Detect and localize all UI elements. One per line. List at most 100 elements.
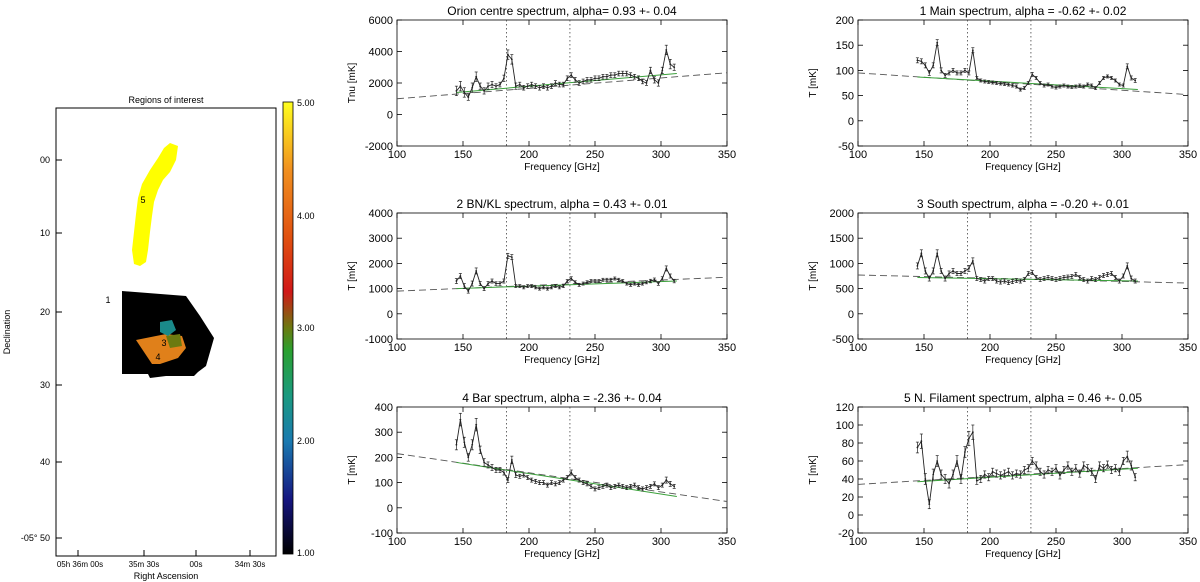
y-tick-label: 200 — [836, 15, 854, 27]
data-point — [1082, 278, 1085, 281]
x-tick-label: 250 — [586, 342, 604, 354]
data-point — [673, 280, 676, 282]
panel-title: 1 Main spectrum, alpha = -0.62 +- 0.02 — [920, 4, 1127, 18]
data-point — [916, 265, 919, 267]
data-point — [1027, 272, 1030, 275]
data-point — [586, 281, 588, 284]
data-point — [669, 63, 672, 65]
data-point — [1035, 77, 1038, 79]
data-point — [1106, 75, 1109, 78]
y-tick-label: 1000 — [369, 284, 393, 296]
data-point — [609, 74, 612, 77]
data-point — [1114, 79, 1117, 82]
data-point — [499, 469, 501, 471]
data-point — [546, 484, 549, 487]
data-point — [1074, 85, 1077, 88]
data-point — [506, 479, 509, 481]
data-point — [621, 485, 624, 488]
x-tick-label: 100 — [388, 149, 406, 161]
data-point — [928, 503, 931, 506]
data-point — [967, 72, 970, 74]
panel-title: 3 South spectrum, alpha = -0.20 +- 0.01 — [917, 197, 1129, 211]
data-point — [987, 81, 990, 83]
data-point — [971, 431, 974, 434]
data-point — [983, 280, 986, 282]
data-point — [483, 89, 486, 92]
data-point — [1059, 277, 1061, 280]
data-point — [948, 72, 950, 74]
data-point — [455, 89, 458, 92]
data-point — [605, 484, 608, 487]
data-point — [510, 256, 513, 258]
x-tick-label: 200 — [981, 342, 999, 354]
data-point — [924, 478, 927, 480]
data-point — [661, 69, 664, 72]
data-point — [566, 476, 569, 479]
data-point — [479, 448, 482, 451]
data-point — [1007, 470, 1010, 473]
y-tick-label: 80 — [842, 438, 854, 450]
data-point — [558, 83, 561, 86]
y-tick-label: -2000 — [365, 141, 393, 153]
data-point — [641, 282, 644, 285]
data-point — [1078, 472, 1081, 475]
data-point — [1063, 469, 1065, 471]
data-point — [514, 285, 517, 287]
data-point — [999, 474, 1002, 477]
data-point — [586, 78, 588, 81]
data-point — [613, 74, 616, 77]
data-point — [518, 285, 521, 287]
data-point — [1086, 467, 1089, 470]
data-point — [1011, 280, 1014, 283]
data-point — [1055, 86, 1057, 89]
data-point — [1007, 83, 1010, 86]
data-point — [1051, 277, 1053, 280]
green-fit-line — [456, 73, 677, 93]
y-tick-label: 40 — [842, 474, 854, 486]
data-point — [495, 282, 497, 285]
data-point — [1094, 278, 1097, 281]
x-axis-label: Frequency [GHz] — [985, 355, 1061, 366]
data-point — [649, 69, 652, 72]
data-point — [594, 77, 596, 80]
data-point — [582, 481, 585, 484]
plot-frame — [396, 406, 728, 534]
panel-title: 4 Bar spectrum, alpha = -2.36 +- 0.04 — [462, 391, 662, 405]
data-point — [1039, 278, 1042, 281]
data-point — [1134, 476, 1137, 479]
data-point — [1003, 280, 1006, 282]
data-point — [1082, 464, 1085, 467]
data-point — [629, 74, 632, 77]
data-point — [952, 270, 954, 272]
x-axis-label: Frequency [GHz] — [985, 162, 1061, 173]
data-point — [940, 473, 943, 476]
data-point — [637, 77, 640, 80]
data-point — [999, 281, 1002, 283]
data-point — [960, 72, 962, 74]
colorbar-tick-label: 4.00 — [297, 211, 315, 221]
data-point — [665, 267, 668, 270]
ra-axis: 05h 36m 00s 35m 30s 00s 34m 30s — [57, 550, 265, 569]
data-point — [487, 282, 489, 285]
data-point — [633, 282, 636, 285]
data-point — [629, 283, 632, 286]
y-axis-label: T [mK] — [808, 455, 819, 484]
y-tick-label: -100 — [371, 528, 393, 540]
ra-tick-label: 35m 30s — [129, 560, 160, 569]
data-point — [936, 252, 939, 255]
x-tick-label: 300 — [1113, 149, 1131, 161]
data-point — [971, 259, 974, 262]
data-point — [562, 479, 565, 481]
data-point — [940, 69, 943, 72]
y-tick-label: 2000 — [369, 78, 393, 90]
y-tick-label: 2000 — [369, 258, 393, 270]
data-point — [920, 60, 923, 63]
y-tick-label: 4000 — [369, 208, 393, 220]
data-point — [1023, 87, 1026, 89]
x-tick-label: 350 — [1179, 342, 1197, 354]
y-tick-label: -500 — [832, 334, 854, 346]
spectrum-panel-2: 1 Main spectrum, alpha = -0.62 +- 0.02 10… — [808, 4, 1197, 173]
data-point — [1055, 467, 1057, 470]
data-point — [578, 82, 581, 84]
data-point — [928, 72, 931, 74]
